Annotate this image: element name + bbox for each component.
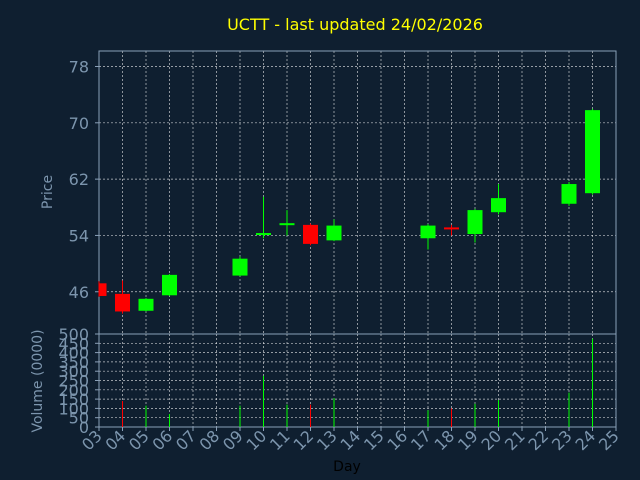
price-tick-label-62: 62 [69,170,89,189]
x-tick-label-25: 25 [595,426,623,454]
candle-body-12 [303,224,318,244]
volume-tick-label-0: 0 [79,418,89,437]
volume-tick-label-50: 50 [69,409,89,428]
candle-body-04 [115,293,130,312]
candle-body-20 [491,198,506,213]
candle-body-11 [279,223,295,226]
price-tick-label-54: 54 [69,226,89,245]
volume-tick-label-500: 500 [58,325,89,344]
candle-body-06 [162,274,177,296]
candle-body-23 [561,184,577,204]
price-axis-label: Price [40,175,56,209]
candle-body-05 [138,298,154,311]
volume-tick-label-450: 450 [58,334,89,353]
price-tick-label-78: 78 [69,57,89,76]
volume-frame [98,333,617,428]
price-tick-label-70: 70 [69,114,89,133]
volume-tick-label-100: 100 [58,399,89,418]
volume-tick-label-350: 350 [58,353,89,372]
chart-title: UCTT - last updated 24/02/2026 [227,15,483,34]
candle-body-09 [232,258,248,276]
volume-tick-label-300: 300 [58,362,89,381]
volume-tick-label-200: 200 [58,381,89,400]
x-axis-label: Day [333,459,361,475]
candle-body-18 [444,227,459,230]
candle-body-19 [467,210,483,235]
volume-tick-label-250: 250 [58,372,89,391]
candle-body-17 [420,225,436,239]
volume-tick-label-400: 400 [58,344,89,363]
volume-axis-label: Volume (0000) [30,329,46,432]
price-tick-label-46: 46 [69,283,89,302]
candle-body-10 [256,233,271,236]
volume-panel: 0501001502002503003504004505000304050607… [58,325,622,454]
candle-body-03 [99,283,107,296]
candle-body-24 [585,110,600,194]
candle-body-13 [326,225,342,241]
volume-tick-label-150: 150 [58,390,89,409]
price-panel: 46 54 62 70 78 [69,50,617,335]
